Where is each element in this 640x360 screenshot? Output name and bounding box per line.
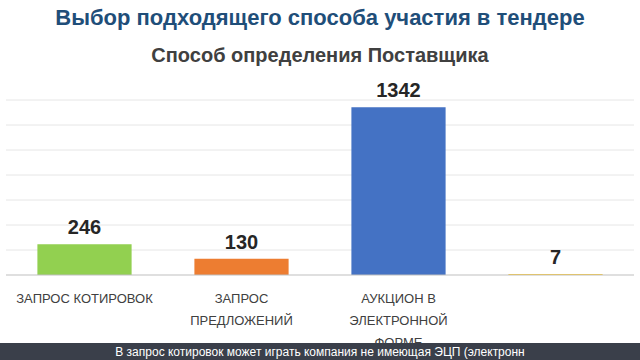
axis-line [6, 275, 634, 276]
slide: Выбор подходящего способа участия в тенд… [0, 0, 640, 360]
slide-title: Выбор подходящего способа участия в тенд… [55, 5, 584, 30]
grid-line [6, 125, 634, 126]
category-label-line: ЗАПРОС КОТИРОВОК [16, 291, 153, 306]
bar [37, 244, 131, 275]
category-label: ЗАПРОС КОТИРОВОК [16, 291, 153, 306]
category-label-line: АУКЦИОН В [361, 291, 436, 306]
category-label-line: ЗАПРОС [215, 291, 269, 306]
category-label: АУКЦИОН ВЭЛЕКТРОННОЙФОРМЕ [349, 291, 447, 350]
category-label-line: ЭЛЕКТРОННОЙ [349, 313, 447, 328]
footer-strip [0, 343, 640, 360]
footer-text: В запрос котировок может играть компания… [115, 345, 524, 359]
bar [351, 107, 445, 275]
data-label: 246 [68, 216, 101, 238]
bars [37, 107, 602, 275]
grid-line [6, 150, 634, 151]
grid-line [6, 200, 634, 201]
bar [194, 259, 288, 275]
data-label: 1342 [376, 79, 421, 101]
category-label-line: ПРЕДЛОЖЕНИЙ [190, 313, 293, 328]
data-label: 7 [550, 246, 561, 268]
grid-line [6, 100, 634, 101]
data-label: 130 [225, 231, 258, 253]
grid-line [6, 175, 634, 176]
category-label: ЗАПРОС ПРЕДЛОЖЕНИЙ [190, 291, 293, 328]
chart-title: Способ определения Поставщика [151, 44, 489, 66]
